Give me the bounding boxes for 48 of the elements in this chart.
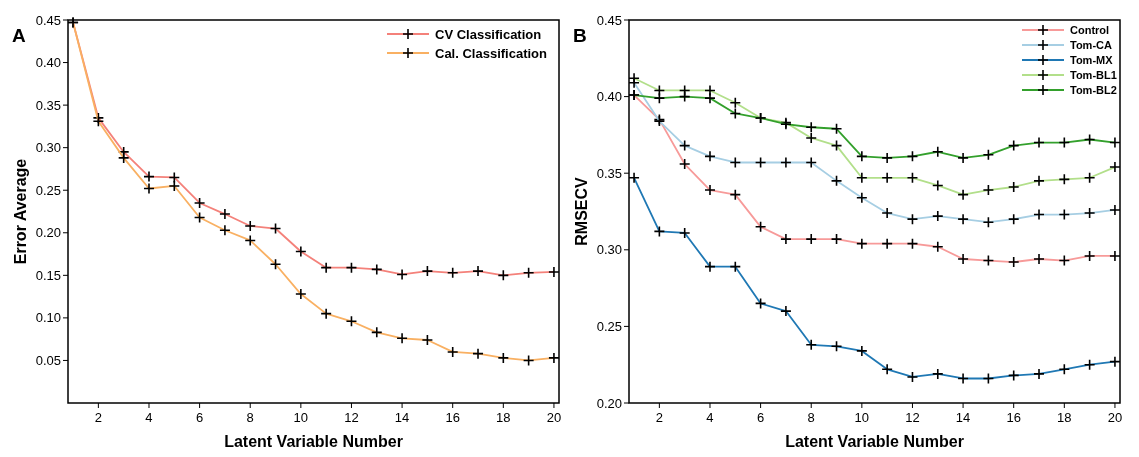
x-tick-label: 20 <box>1107 410 1123 425</box>
legend-label: Tom-CA <box>1070 38 1113 51</box>
x-axis-title: Latent Variable Number <box>224 433 403 450</box>
x-tick-label: 12 <box>344 410 359 425</box>
x-tick-label: 4 <box>145 410 153 425</box>
y-tick-label: 0.25 <box>596 318 622 334</box>
y-axis-title: RMSECV <box>573 176 590 246</box>
y-tick-label: 0.10 <box>35 310 61 326</box>
legend-label: Control <box>1070 23 1110 36</box>
y-tick-label: 0.40 <box>35 55 61 71</box>
y-tick-label: 0.45 <box>596 12 622 28</box>
y-tick-label: 0.05 <box>35 352 61 368</box>
y-tick-label: 0.30 <box>596 242 622 258</box>
y-tick-label: 0.40 <box>596 89 622 105</box>
y-tick-label: 0.15 <box>35 267 61 283</box>
x-tick-label: 20 <box>546 410 562 425</box>
x-tick-label: 14 <box>955 410 971 425</box>
x-tick-label: 18 <box>1057 410 1072 425</box>
legend-label: CV Classification <box>435 26 542 42</box>
x-tick-label: 14 <box>394 410 410 425</box>
x-tick-label: 18 <box>496 410 511 425</box>
x-tick-label: 10 <box>293 410 309 425</box>
text: A <box>12 25 26 46</box>
x-tick-label: 2 <box>655 410 663 425</box>
x-tick-label: 8 <box>807 410 815 425</box>
y-tick-label: 0.20 <box>596 395 622 411</box>
x-tick-label: 6 <box>195 410 204 425</box>
text: B <box>573 25 587 46</box>
legend-label: Tom-BL2 <box>1070 83 1117 96</box>
x-tick-label: 10 <box>854 410 870 425</box>
y-tick-label: 0.20 <box>35 225 61 241</box>
x-tick-label: 8 <box>246 410 254 425</box>
legend-label: Tom-BL1 <box>1070 68 1117 81</box>
x-tick-label: 2 <box>94 410 102 425</box>
x-tick-label: 16 <box>1006 410 1021 425</box>
x-tick-label: 4 <box>706 410 714 425</box>
x-axis-title: Latent Variable Number <box>785 433 964 450</box>
y-tick-label: 0.45 <box>35 12 61 28</box>
y-tick-label: 0.25 <box>35 182 61 198</box>
legend-label: Tom-MX <box>1070 53 1114 66</box>
x-tick-label: 12 <box>905 410 920 425</box>
x-tick-label: 6 <box>756 410 765 425</box>
y-axis-title: Error Average <box>12 158 29 265</box>
x-tick-label: 16 <box>445 410 460 425</box>
legend-label: Cal. Classification <box>435 45 548 61</box>
y-tick-label: 0.30 <box>35 140 61 156</box>
y-tick-label: 0.35 <box>596 165 622 181</box>
y-tick-label: 0.35 <box>35 97 61 113</box>
